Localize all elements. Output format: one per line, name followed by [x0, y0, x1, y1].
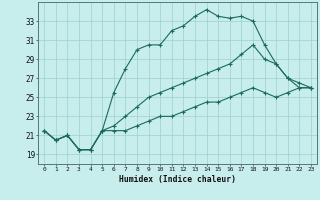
- X-axis label: Humidex (Indice chaleur): Humidex (Indice chaleur): [119, 175, 236, 184]
